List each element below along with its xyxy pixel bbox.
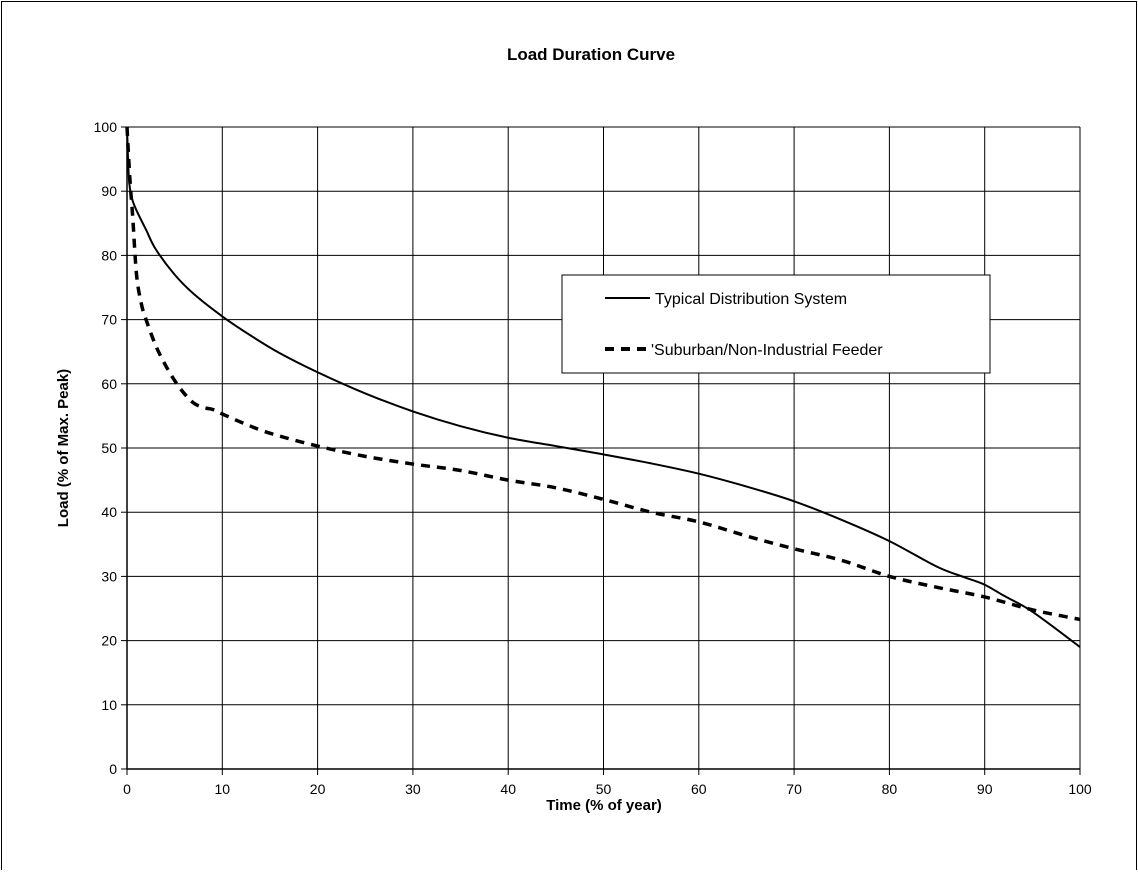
y-tick-label: 0 xyxy=(109,761,117,777)
series-line-typical-distribution xyxy=(126,126,1081,648)
gridlines xyxy=(127,126,1081,769)
y-tick-label: 40 xyxy=(101,504,117,520)
x-tick-label: 40 xyxy=(500,781,516,797)
x-tick-label: 30 xyxy=(405,781,421,797)
axes xyxy=(121,126,1081,775)
y-tick-label: 50 xyxy=(101,440,117,456)
series-line-suburban-feeder xyxy=(125,126,1081,622)
legend-box xyxy=(561,274,991,374)
series-lines xyxy=(125,126,1081,648)
x-tick-label: 90 xyxy=(977,781,993,797)
x-tick-label: 70 xyxy=(786,781,802,797)
y-tick-label: 20 xyxy=(101,633,117,649)
y-axis-title: Load (% of Max. Peak) xyxy=(55,369,72,527)
y-tick-label: 30 xyxy=(101,568,117,584)
chart-title: Load Duration Curve xyxy=(507,45,675,64)
legend: Typical Distribution System 'Suburban/No… xyxy=(561,274,991,374)
y-tick-label: 10 xyxy=(101,697,117,713)
y-tick-label: 80 xyxy=(101,247,117,263)
x-tick-label: 50 xyxy=(596,781,612,797)
legend-label-typical: Typical Distribution System xyxy=(655,291,847,308)
y-tick-label: 60 xyxy=(101,376,117,392)
y-tick-label: 100 xyxy=(94,119,118,135)
y-tick-label: 70 xyxy=(101,312,117,328)
x-tick-label: 100 xyxy=(1068,781,1092,797)
legend-label-suburban: 'Suburban/Non-Industrial Feeder xyxy=(651,342,883,359)
x-tick-label: 0 xyxy=(123,781,131,797)
x-tick-label: 20 xyxy=(310,781,326,797)
x-axis-title: Time (% of year) xyxy=(546,797,662,814)
y-tick-label: 90 xyxy=(101,183,117,199)
x-tick-label: 80 xyxy=(882,781,898,797)
x-tick-label: 60 xyxy=(691,781,707,797)
tick-labels: 0 10 20 30 40 50 60 70 80 90 100 0 10 20 30 40 50 60 70 80 9… xyxy=(94,119,1092,797)
x-tick-label: 10 xyxy=(215,781,231,797)
